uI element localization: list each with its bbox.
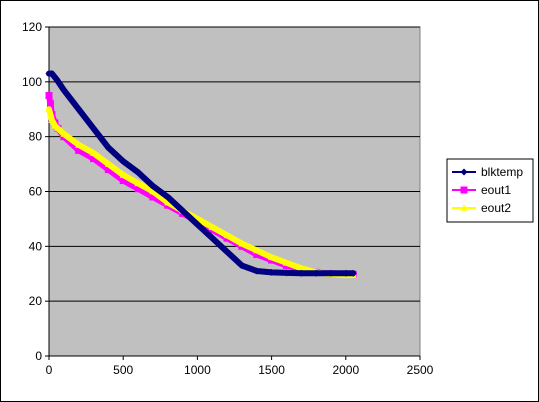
data-point <box>104 160 112 167</box>
data-point <box>282 269 290 277</box>
legend-item-eout2: eout2 <box>452 201 511 215</box>
y-tick-label: 80 <box>29 130 43 144</box>
series-blktemp <box>45 70 357 277</box>
data-point <box>60 86 68 94</box>
legend-item-blktemp: blktemp <box>452 165 523 179</box>
data-point <box>75 141 83 148</box>
data-point <box>75 105 83 113</box>
data-point <box>282 259 290 266</box>
data-point <box>208 223 216 230</box>
data-point <box>312 269 320 277</box>
data-point <box>149 188 157 195</box>
data-point <box>253 246 261 254</box>
data-point <box>104 166 112 174</box>
data-point <box>253 251 261 259</box>
legend-label: eout1 <box>481 183 511 197</box>
data-point <box>268 268 276 276</box>
data-point <box>48 116 56 124</box>
data-point <box>164 193 172 201</box>
data-point <box>54 124 62 132</box>
x-tick-label: 1000 <box>184 363 211 377</box>
data-point <box>297 269 305 277</box>
data-point <box>349 269 357 277</box>
x-tick-label: 2000 <box>332 363 359 377</box>
data-point <box>342 269 350 277</box>
data-point <box>238 240 246 247</box>
x-tick-label: 0 <box>46 363 53 377</box>
data-point <box>149 193 157 201</box>
data-point <box>164 198 172 206</box>
data-point <box>223 231 231 239</box>
data-point <box>149 182 157 190</box>
y-tick-label: 20 <box>29 294 43 308</box>
data-point <box>134 168 142 176</box>
y-tick-label: 0 <box>35 349 42 363</box>
data-point <box>208 234 216 242</box>
x-tick-label: 2500 <box>407 363 434 377</box>
series-layer <box>45 70 357 279</box>
data-point <box>238 262 246 270</box>
data-point <box>51 122 59 129</box>
data-point <box>75 146 83 154</box>
data-point <box>52 75 60 83</box>
data-point <box>46 111 54 118</box>
legend-marker <box>460 204 468 211</box>
y-tick-label: 60 <box>29 185 43 199</box>
data-point <box>297 264 305 272</box>
data-point <box>60 130 68 137</box>
legend-marker <box>460 186 468 194</box>
data-point <box>48 70 56 78</box>
data-point <box>134 185 142 193</box>
legend-marker <box>460 168 468 176</box>
gridlines <box>49 26 420 302</box>
data-point <box>45 92 53 100</box>
data-point <box>90 155 98 163</box>
data-point <box>46 100 54 108</box>
data-point <box>193 220 201 228</box>
legend-label: blktemp <box>481 165 523 179</box>
legend-label: eout2 <box>481 201 511 215</box>
y-tick-label: 120 <box>22 20 42 34</box>
y-tick-label: 100 <box>22 75 42 89</box>
legend: blktemp eout1 eout2 <box>446 158 534 223</box>
data-point <box>90 149 98 156</box>
data-point <box>119 157 127 165</box>
x-axis-ticks: 0 500 1000 1500 2000 2500 <box>46 356 434 377</box>
x-tick-label: 500 <box>113 363 133 377</box>
legend-item-eout1: eout1 <box>452 183 511 197</box>
data-point <box>90 124 98 132</box>
y-tick-label: 40 <box>29 239 43 253</box>
data-point <box>223 248 231 256</box>
x-tick-label: 1500 <box>258 363 285 377</box>
data-point <box>268 253 276 261</box>
data-point <box>119 171 127 178</box>
data-point <box>253 267 261 275</box>
data-point <box>119 177 127 185</box>
data-point <box>179 207 187 215</box>
data-point <box>327 269 335 277</box>
y-axis-ticks: 0 20 40 60 80 100 120 <box>22 20 49 363</box>
data-point <box>45 105 53 113</box>
data-point <box>104 144 112 152</box>
data-point <box>134 179 142 187</box>
